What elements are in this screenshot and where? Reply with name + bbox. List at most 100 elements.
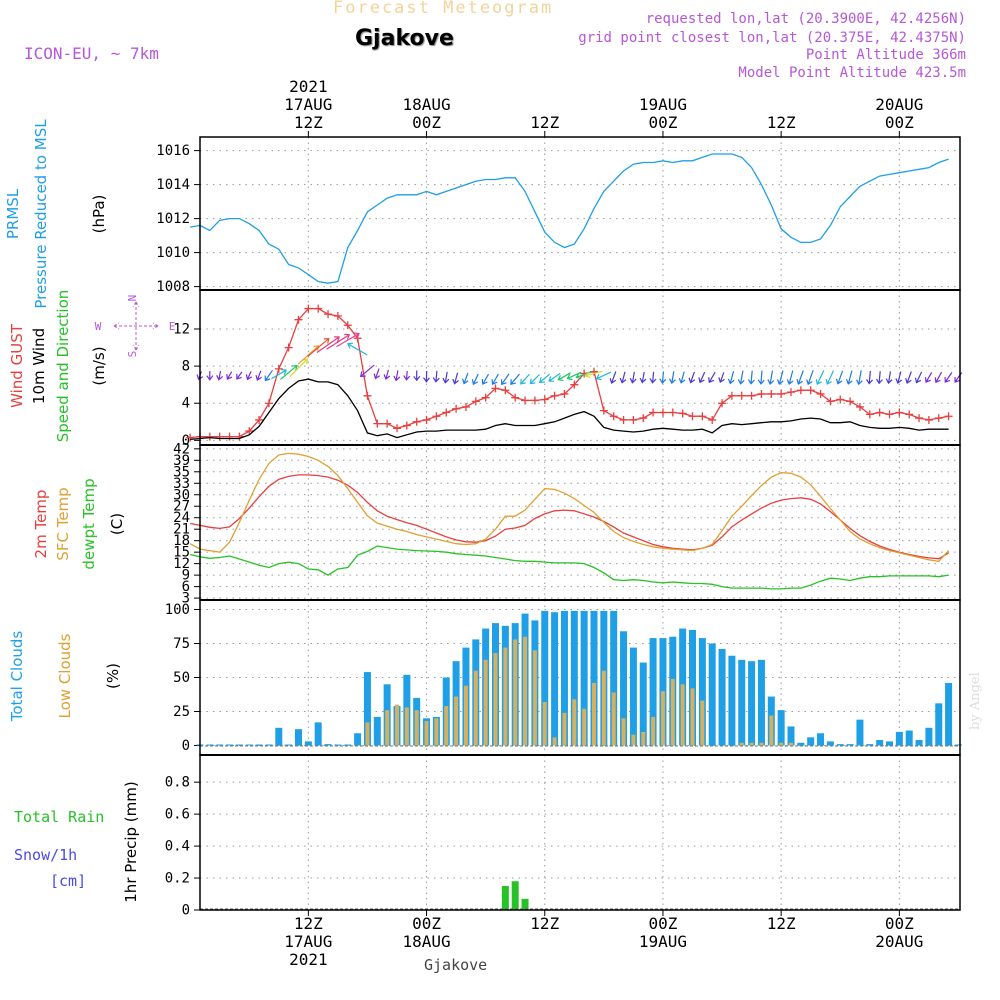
axis-label: SFC Temp [54,487,72,560]
wind-arrow [934,371,943,384]
axis-label: dewpt Temp [80,478,98,569]
data-point-marker [393,424,401,433]
data-point-marker [314,304,323,313]
wind-arrow [271,369,288,380]
wind-arrow [757,370,765,385]
cloud-low-bar [444,706,449,746]
cloud-total-bar [629,647,637,746]
wind-arrow [236,371,243,380]
compass-north: N [126,295,139,302]
panel-1: 1008 1010 1012 1014 1016 PRMSL Pressure Reduce… [4,119,961,309]
cloud-total-bar [649,638,657,746]
wind-arrow [708,371,716,384]
model-label: ICON-EU, ~ 7km [24,44,159,63]
top-time-label: 12Z [767,113,796,132]
cloud-total-bar [580,610,588,746]
top-time-label: 12Z [294,113,323,132]
wind-arrow [875,371,883,385]
cloud-total-bar [314,722,322,746]
cloud-total-bar [866,744,874,746]
wind-arrow [796,370,804,385]
data-point-marker [215,432,224,441]
data-point-marker [865,410,874,419]
wind-arrow [737,370,745,385]
data-point-marker [511,393,520,402]
requested-coordinates: requested lon,lat (20.3900E, 42.4256N) [645,11,966,27]
compass-east: E [169,320,176,333]
wind-arrow [649,371,657,384]
cloud-low-bar [700,700,705,746]
y-tick-label: 0 [182,738,190,754]
cloud-total-bar [265,744,273,746]
cloud-total-bar [748,661,756,746]
y-tick-label: 1008 [156,279,190,295]
wind-arrow [776,370,784,385]
cloud-total-bar [708,643,716,746]
data-point-marker [333,311,342,320]
wind-arrow [289,358,309,378]
wind-arrow [639,371,647,384]
cloud-total-bar [876,740,884,746]
cloud-total-bar [905,730,913,746]
axis-label: 10m Wind [30,328,48,404]
wind-arrow [727,370,735,385]
data-point-marker [402,421,411,430]
footer-location: Gjakove [424,956,488,974]
cloud-total-bar [334,744,342,746]
legend-snow: Snow/1h [14,846,78,864]
cloud-total-bar [817,733,825,746]
y-tick-label: 33 [173,476,190,492]
data-point-marker [245,427,254,436]
wind-arrow [462,372,469,385]
wind-arrow [835,370,844,385]
wind-arrow [255,370,262,381]
y-tick-label: 4 [182,396,190,412]
data-point-marker [383,419,392,428]
y-tick-label: 1012 [156,211,190,227]
wind-arrow [629,371,637,384]
data-point-marker [501,386,510,395]
data-point-marker [777,389,786,398]
wind-arrow [393,370,401,382]
bottom-time-label: 20AUG [875,932,923,951]
wind-arrow [905,371,912,384]
page-title: Gjakove [355,26,454,51]
data-point-marker [550,391,559,400]
data-point-marker [461,402,470,411]
cloud-low-bar [414,710,419,746]
wind-arrow [226,371,233,380]
series-line [190,378,949,441]
cloud-total-bar [935,703,943,746]
y-tick-label: 30 [173,487,190,503]
data-point-marker [255,415,264,424]
cloud-low-bar [749,742,754,746]
data-point-marker [264,399,273,408]
series-line [190,545,949,590]
cloud-total-bar [777,710,785,746]
wind-arrow [895,371,903,384]
bottom-time-label: 12Z [294,914,323,933]
data-point-marker [737,391,746,400]
rain-bar [521,898,529,910]
cloud-low-bar [385,710,390,746]
wind-arrow [336,332,360,348]
bottom-time-label: 00Z [648,914,677,933]
cloud-total-bar [895,731,903,746]
cloud-total-bar [915,740,923,746]
y-tick-label: 24 [173,510,190,526]
cloud-total-bar [560,610,568,746]
y-tick-label: 0.8 [165,775,190,791]
bottom-time-label: 12Z [767,914,796,933]
wind-arrow [539,373,551,383]
y-tick-label: 42 [173,441,190,457]
wind-arrow [520,373,530,385]
cloud-total-bar [570,610,578,746]
wind-arrow [855,370,863,386]
axis-label: Pressure Reduced to MSL [32,119,50,309]
data-point-marker [658,408,667,417]
wind-arrow [500,373,510,386]
data-point-marker [540,395,549,404]
wind-arrow [280,365,298,380]
wind-arrow [747,370,755,385]
y-tick-label: 75 [173,636,190,652]
